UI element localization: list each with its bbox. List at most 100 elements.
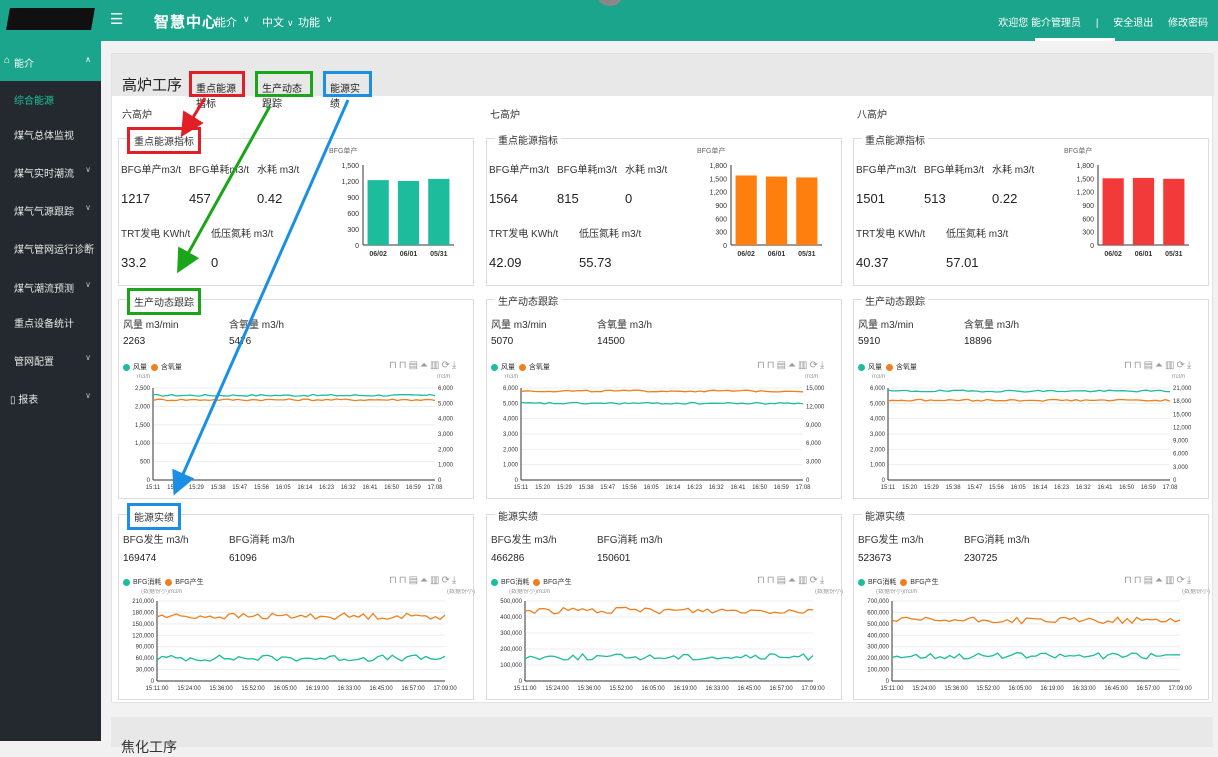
sidebar-group-nengjie[interactable]: ⌂ 能介 ∧ — [0, 41, 101, 81]
nav-language[interactable]: 中文 ∨ — [262, 14, 294, 30]
chevron-down-icon[interactable]: ∨ — [326, 14, 333, 24]
sidebar-item-gas-source[interactable]: 煤气气源跟踪 — [14, 207, 74, 218]
y-tick-label: 1,200 — [709, 190, 727, 197]
bar — [397, 181, 420, 245]
furnace-name: 七高炉 — [490, 110, 520, 121]
chevron-down-icon: ∨ — [85, 241, 91, 250]
y-tick-label-right: 5,000 — [438, 401, 454, 407]
sidebar-group-label: 能介 — [14, 59, 34, 70]
bar — [735, 175, 757, 245]
bfg-bar-chart: BFG单产 1,800 1,500 1,200 900 600 300 0 06/02 06/01… — [1064, 146, 1189, 258]
x-tick-label: 15:20 — [902, 485, 918, 491]
y-tick-label: 1,800 — [1076, 163, 1094, 170]
nav-function[interactable]: 功能 — [298, 14, 320, 30]
change-password-link[interactable]: 修改密码 — [1168, 18, 1208, 29]
x-tick-label: 17:08 — [795, 485, 811, 491]
production-box: 生产动态跟踪 风量 m3/min 含氧量 m3/h 5070 14500 风量 … — [486, 293, 842, 499]
bfg-unit-label: BFG单产m3/t — [121, 165, 182, 176]
y-axis-unit-left: m3/h — [137, 374, 150, 380]
water-value: 0.22 — [992, 191, 1018, 206]
gen-value: 523673 — [858, 553, 892, 564]
welcome-text[interactable]: 欢迎您 能介管理员 — [998, 18, 1082, 29]
wind-label: 风量 m3/min — [858, 320, 914, 331]
tag-production[interactable]: 生产动态跟踪 — [255, 71, 313, 110]
sidebar-item-gas-forecast[interactable]: 煤气潮流预测 — [14, 284, 74, 295]
sidebar-item-gas-monitor[interactable]: 煤气总体监视 — [14, 131, 74, 142]
y-tick-label: 180,000 — [132, 610, 154, 616]
y-tick-label: 700,000 — [867, 599, 889, 605]
x-tick-label: 16:14 — [665, 485, 681, 491]
kpi-box: 重点能源指标 BFG单产m3/t BFG单耗m3/t 水耗 m3/t 1217 … — [118, 127, 474, 286]
y-tick-label: 1,800 — [709, 163, 727, 170]
energy-legend: 能源实绩 — [127, 503, 181, 530]
sidebar-item-gas-diagnosis[interactable]: 煤气管网运行诊断 — [14, 245, 94, 256]
y-tick-label: 900 — [715, 203, 727, 210]
chart-toolbox[interactable]: ⊓⊓▤⏶▥⟳⤓ — [757, 575, 827, 586]
y-tick-label-right: 6,000 — [438, 386, 454, 392]
sidebar-item-comprehensive-energy[interactable]: 综合能源 — [14, 96, 54, 107]
x-tick-label: 16:50 — [752, 485, 768, 491]
tag-energy-result[interactable]: 能源实绩 — [323, 71, 372, 110]
chevron-down-icon[interactable]: ∨ — [243, 14, 250, 24]
sidebar-item-gas-realtime[interactable]: 煤气实时潮流 — [14, 169, 74, 180]
chart-legend: 风量 含氧量 — [123, 362, 182, 372]
x-tick-label: 06/01 — [1135, 251, 1153, 258]
bar — [1132, 177, 1155, 245]
chart-toolbox[interactable]: ⊓⊓▤⏶▥⟳⤓ — [1124, 360, 1194, 371]
bfg-bar-chart: BFG单产 1,800 1,500 1,200 900 600 300 0 06/02 06/01… — [697, 146, 822, 258]
production-line-chart: m3/h m3/h6,0005,0004,0003,0002,0001,00001… — [503, 374, 825, 491]
sidebar-item-network-config[interactable]: 管网配置 — [14, 357, 54, 368]
y-tick-label: 1,500 — [709, 176, 727, 183]
x-tick-label: 16:14 — [1032, 485, 1048, 491]
tag-key-energy[interactable]: 重点能源指标 — [189, 71, 245, 110]
series-line — [520, 401, 804, 405]
y-tick-label: 4,000 — [870, 417, 886, 423]
chart-toolbox[interactable]: ⊓⊓▤⏶▥⟳⤓ — [389, 360, 459, 371]
x-tick-label: 16:32 — [709, 485, 725, 491]
y-axis-unit-left: m3/h — [872, 374, 885, 380]
wind-value: 2263 — [123, 336, 146, 347]
x-tick-label: 16:05 — [1011, 485, 1027, 491]
chart-toolbox[interactable]: ⊓⊓▤⏶▥⟳⤓ — [757, 360, 827, 371]
x-tick-label: 15:11:00 — [514, 686, 538, 692]
sidebar-item-report[interactable]: ▯ 报表 — [10, 391, 38, 406]
bfg-unit-value: 1564 — [489, 191, 518, 206]
x-tick-label: 16:14 — [297, 485, 313, 491]
x-tick-label: 16:45:00 — [737, 686, 761, 692]
x-tick-label: 16:45:00 — [1104, 686, 1128, 692]
y-tick-label: 0 — [882, 478, 886, 484]
x-tick-label: 16:32 — [341, 485, 357, 491]
nav-nengjie[interactable]: 能介 — [215, 14, 237, 30]
series-line — [524, 606, 814, 615]
y-tick-label: 900 — [1082, 203, 1094, 210]
y-tick-label-right: 0 — [438, 478, 442, 484]
x-tick-label: 15:20 — [167, 485, 183, 491]
y-tick-label: 500,000 — [500, 599, 522, 605]
chart-toolbox[interactable]: ⊓⊓▤⏶▥⟳⤓ — [389, 575, 459, 586]
logout-link[interactable]: 安全退出 — [1113, 18, 1154, 29]
legend-label: BFG消耗 — [133, 579, 162, 586]
y-tick-label: 600 — [347, 211, 359, 218]
y-tick-label-right: 9,000 — [1173, 439, 1189, 445]
top-indicator — [598, 0, 622, 6]
bfg-cons-label: BFG单耗m3/t — [557, 165, 618, 176]
energy-line-chart: (数据份小)m3/h (数据份小)m3/h 500,000 400,000 300,00… — [500, 589, 843, 692]
chart-toolbox[interactable]: ⊓⊓▤⏶▥⟳⤓ — [1124, 575, 1194, 586]
sidebar-item-equipment[interactable]: 重点设备统计 — [14, 319, 74, 330]
y-tick-label: 4,000 — [503, 417, 519, 423]
x-tick-label: 16:33:00 — [337, 686, 361, 692]
y-tick-label: 5,000 — [503, 401, 519, 407]
separator: | — [1095, 18, 1099, 29]
y-axis-unit-left: m3/h — [505, 374, 518, 380]
lowp-label: 低压氮耗 m3/t — [579, 229, 642, 240]
chevron-down-icon: ∨ — [85, 391, 91, 400]
x-tick-label: 16:57:00 — [401, 686, 425, 692]
y-tick-label: 1,000 — [135, 441, 151, 447]
y-tick-label: 2,000 — [503, 447, 519, 453]
water-label: 水耗 m3/t — [992, 165, 1035, 176]
menu-icon[interactable]: ☰ — [110, 11, 124, 28]
y-tick-label: 100,000 — [500, 663, 522, 669]
cons-value: 230725 — [964, 553, 998, 564]
legend-dot — [491, 578, 498, 586]
production-line-chart: m3/h m3/h 2,500 2,000 1,500 1,000 500 0 6,000 5,0… — [135, 374, 454, 491]
